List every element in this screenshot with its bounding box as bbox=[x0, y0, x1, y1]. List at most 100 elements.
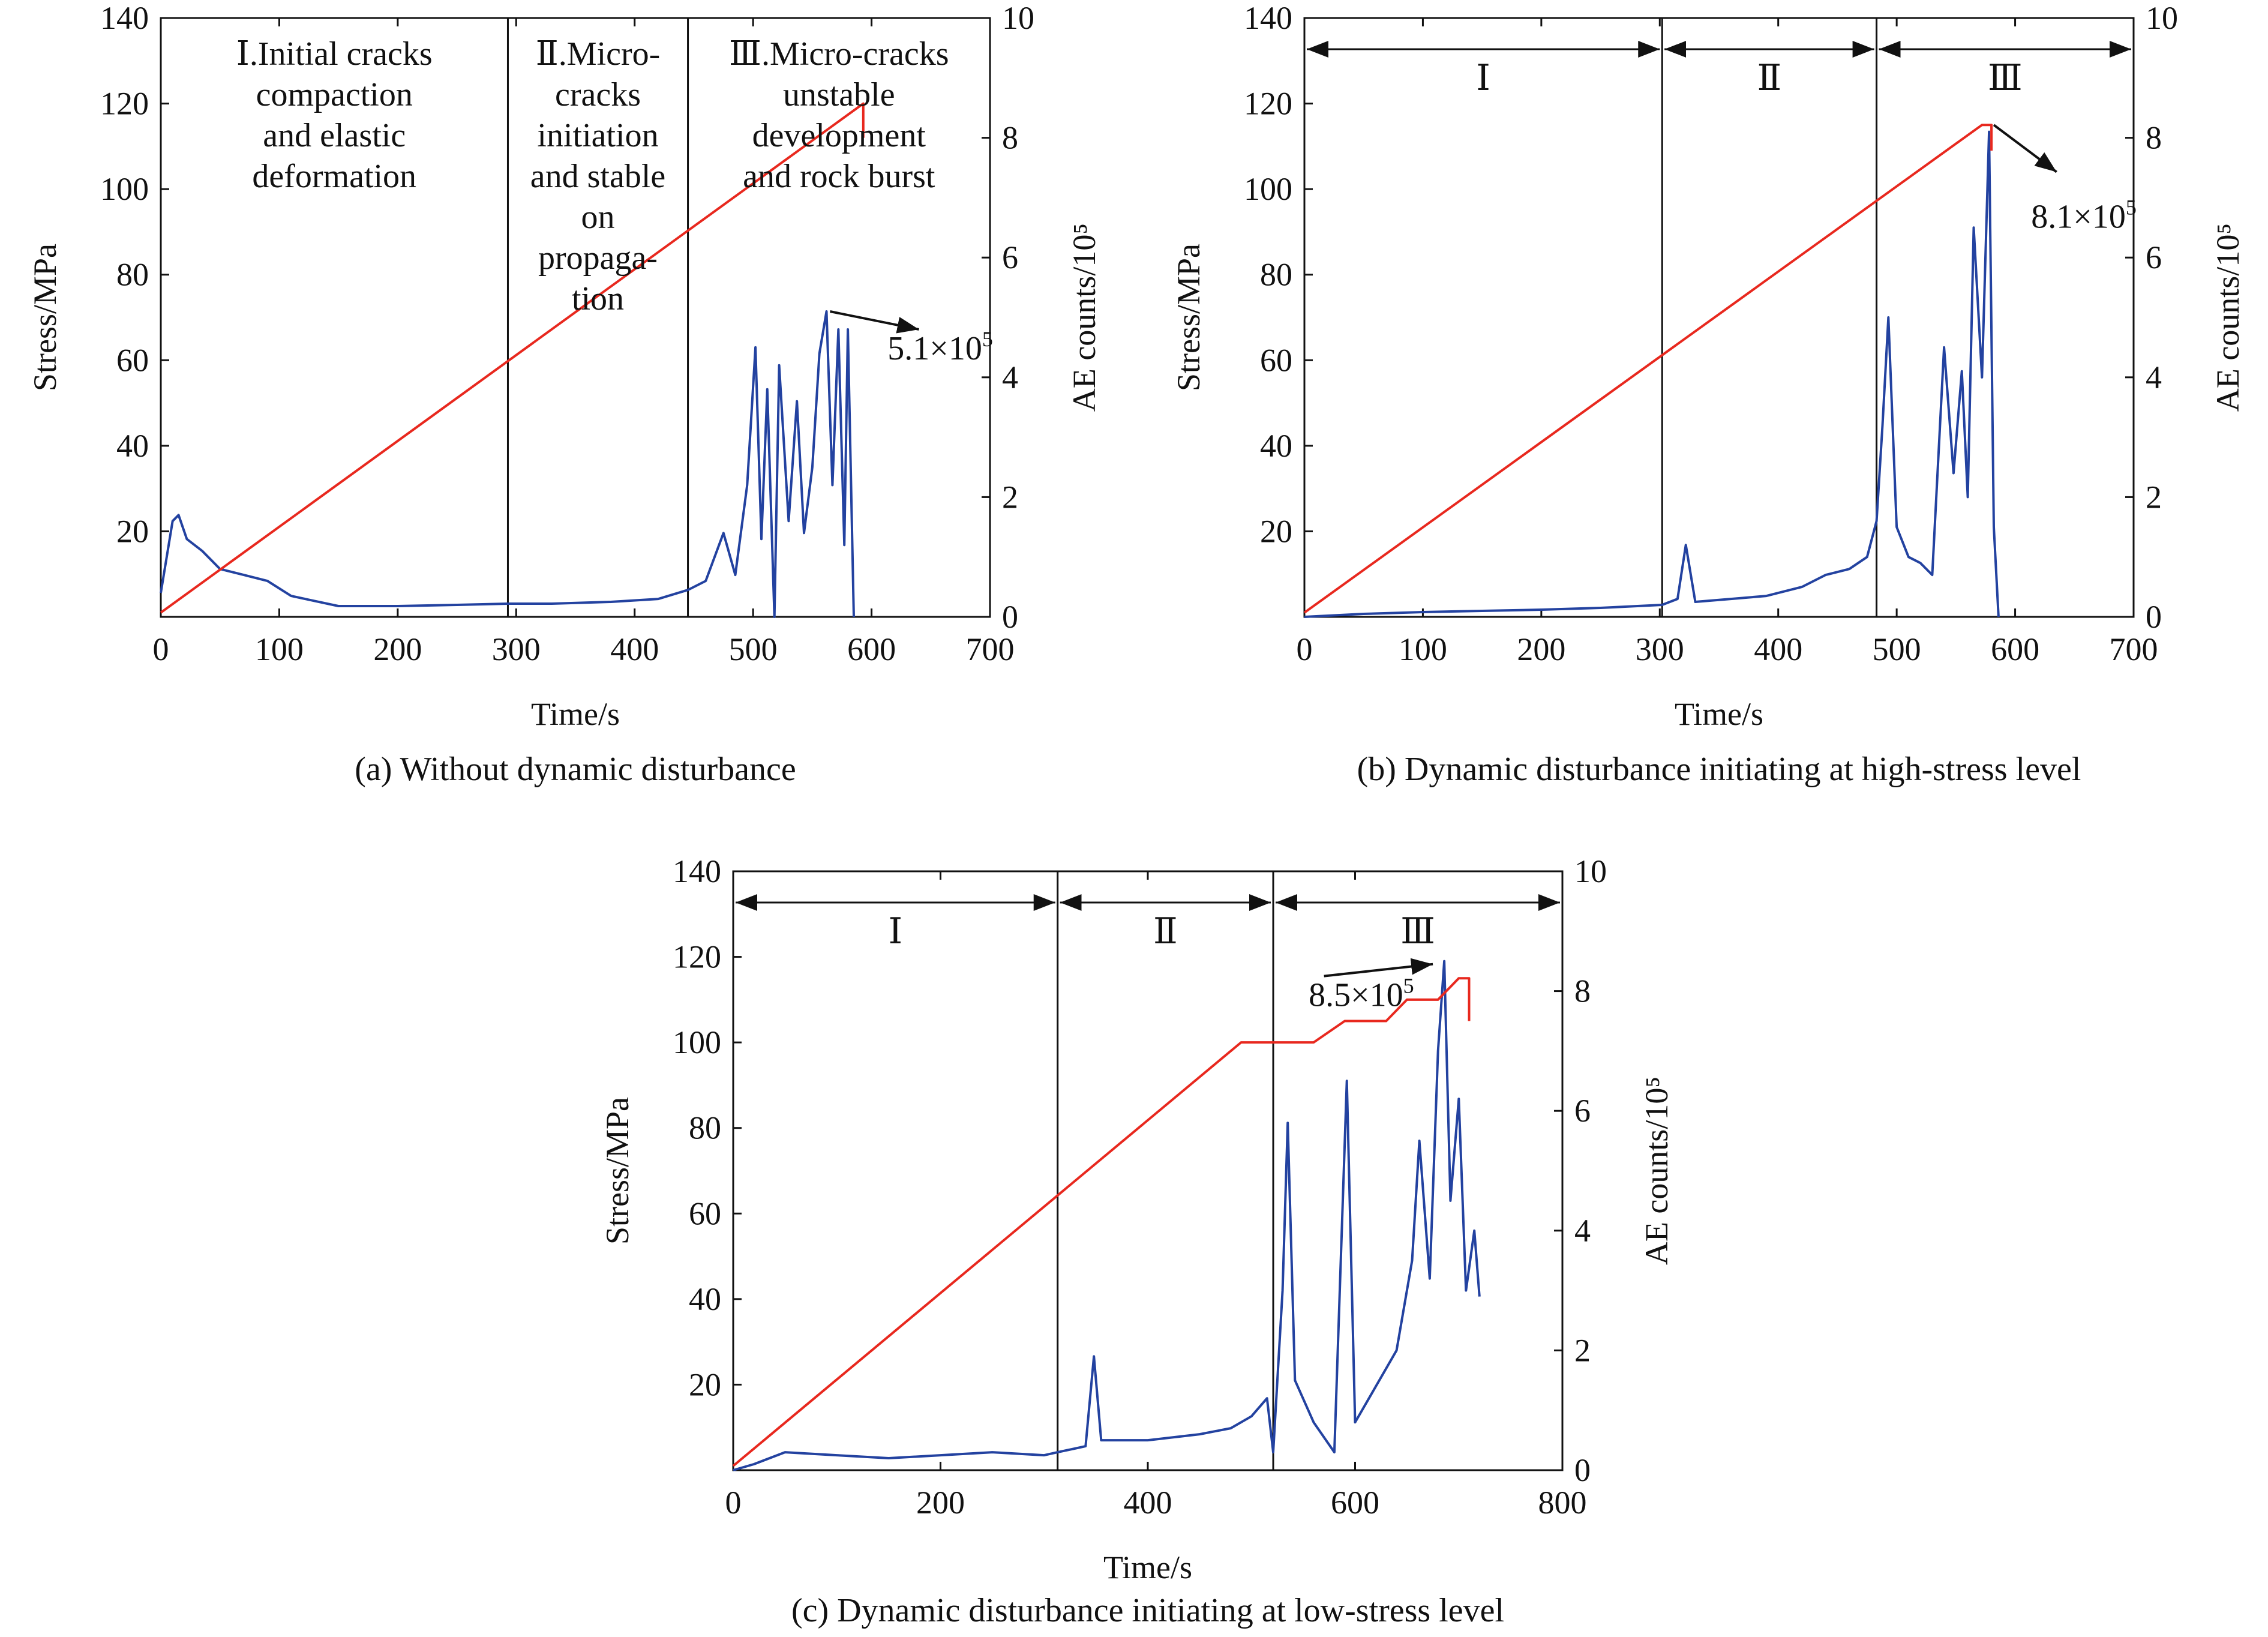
phase-label-line: Ⅱ.Micro- bbox=[536, 35, 661, 73]
phase-label-line: and elastic bbox=[263, 117, 406, 154]
y-tick-label: 60 bbox=[116, 342, 149, 378]
y2-tick-label: 2 bbox=[1002, 479, 1018, 515]
y2-tick-label: 8 bbox=[1002, 120, 1018, 156]
phase-roman-label: Ⅲ bbox=[1400, 912, 1435, 951]
phase-roman-label: Ⅲ bbox=[1988, 58, 2023, 98]
phase-roman-label: Ⅰ bbox=[1476, 58, 1490, 98]
x-axis-title: Time/s bbox=[1103, 1549, 1192, 1585]
phase-roman-label: Ⅱ bbox=[1153, 912, 1178, 951]
peak-label-exponent: 5 bbox=[2126, 195, 2137, 219]
phase-label-line: development bbox=[752, 117, 926, 154]
stress-line bbox=[160, 102, 865, 614]
y-tick-label: 80 bbox=[1260, 257, 1292, 293]
peak-label-base: 8.1×10 bbox=[2031, 198, 2126, 235]
x-tick-label: 600 bbox=[1331, 1485, 1379, 1521]
peak-label-base: 8.5×10 bbox=[1309, 977, 1403, 1014]
phase-label-line: unstable bbox=[783, 76, 895, 113]
stress-line bbox=[1303, 124, 1993, 614]
x-tick-label: 700 bbox=[966, 631, 1015, 667]
y2-tick-label: 0 bbox=[1002, 599, 1018, 635]
chart-b: 0 100 200 300 400 500 600 700 20 40 60 80 100 120 140 0… bbox=[1171, 0, 2246, 788]
x-tick-label: 800 bbox=[1538, 1485, 1587, 1521]
x-tick-label: 0 bbox=[1297, 631, 1313, 667]
x-tick-label: 400 bbox=[1124, 1485, 1172, 1521]
y-tick-label: 20 bbox=[1260, 513, 1292, 549]
y-tick-label: 60 bbox=[689, 1195, 721, 1231]
x-tick-label: 100 bbox=[255, 631, 304, 667]
y2-axis-title: AE counts/10⁵ bbox=[1639, 1077, 1675, 1265]
y-axis-title: Stress/MPa bbox=[27, 244, 63, 391]
x-tick-label: 300 bbox=[492, 631, 541, 667]
phase-label-line: deformation bbox=[252, 158, 416, 195]
y-tick-label: 80 bbox=[116, 257, 149, 293]
x-tick-label: 400 bbox=[610, 631, 659, 667]
y-tick-label: 140 bbox=[1244, 0, 1292, 36]
y2-tick-label: 8 bbox=[1574, 973, 1591, 1009]
phase-label-line: Ⅰ.Initial cracks bbox=[236, 35, 433, 73]
phase-label-line: and stable bbox=[530, 158, 665, 195]
y-axis-title: Stress/MPa bbox=[1171, 244, 1207, 391]
chart-c: 0 200 400 600 800 20 40 60 80 100 120 140 0 2 4 6 8 10 Tim… bbox=[599, 853, 1675, 1629]
chart-a: 0 100 200 300 400 500 600 700 20 40 60 80 100 120 140 0… bbox=[27, 0, 1102, 788]
phase-label-line: and rock burst bbox=[743, 158, 935, 195]
y2-tick-label: 6 bbox=[1002, 239, 1018, 275]
phase-label-line: initiation bbox=[537, 117, 658, 154]
x-tick-label: 0 bbox=[725, 1485, 742, 1521]
peak-label-exponent: 5 bbox=[1403, 974, 1414, 998]
y2-tick-label: 8 bbox=[2146, 120, 2162, 156]
y-tick-label: 20 bbox=[116, 513, 149, 549]
y2-tick-label: 10 bbox=[1574, 853, 1607, 889]
peak-label: 5.1×105 bbox=[887, 327, 993, 367]
y-tick-label: 120 bbox=[1244, 86, 1292, 122]
chart-caption: (a) Without dynamic disturbance bbox=[355, 751, 796, 788]
peak-arrow bbox=[1324, 958, 1433, 978]
y-tick-label: 40 bbox=[689, 1281, 721, 1317]
y-tick-label: 120 bbox=[100, 86, 149, 122]
peak-arrow bbox=[830, 310, 919, 334]
y2-tick-label: 4 bbox=[2146, 359, 2162, 395]
x-tick-label: 100 bbox=[1399, 631, 1447, 667]
phase-label-line: compaction bbox=[256, 76, 413, 113]
x-tick-label: 200 bbox=[916, 1485, 965, 1521]
plot-frame bbox=[1303, 17, 2135, 618]
x-axis-title: Time/s bbox=[1675, 696, 1763, 732]
y2-tick-label: 10 bbox=[1002, 0, 1034, 36]
y-tick-label: 100 bbox=[100, 171, 149, 207]
y-tick-label: 40 bbox=[116, 428, 149, 464]
y-tick-label: 120 bbox=[673, 939, 721, 975]
x-tick-label: 200 bbox=[1517, 631, 1565, 667]
phase-label-line: tion bbox=[572, 280, 624, 317]
y2-tick-label: 2 bbox=[1574, 1332, 1591, 1368]
plot-frame bbox=[160, 17, 991, 618]
phase-label-line: on bbox=[581, 199, 615, 236]
y2-tick-label: 0 bbox=[2146, 599, 2162, 635]
y-tick-label: 80 bbox=[689, 1110, 721, 1146]
phase-label-line: cracks bbox=[555, 76, 641, 113]
y-tick-label: 40 bbox=[1260, 428, 1292, 464]
y-tick-label: 100 bbox=[1244, 171, 1292, 207]
chart-caption: (c) Dynamic disturbance initiating at lo… bbox=[791, 1592, 1504, 1629]
y-tick-label: 100 bbox=[673, 1024, 721, 1060]
peak-label-exponent: 5 bbox=[982, 327, 993, 351]
stress-line bbox=[732, 977, 1471, 1467]
y-tick-label: 140 bbox=[673, 853, 721, 889]
peak-label: 8.1×105 bbox=[2031, 195, 2137, 235]
phase-label-line: propaga- bbox=[538, 239, 658, 277]
x-tick-label: 400 bbox=[1754, 631, 1802, 667]
x-tick-label: 300 bbox=[1636, 631, 1684, 667]
x-tick-label: 500 bbox=[729, 631, 778, 667]
ae-counts-line bbox=[733, 960, 1481, 1471]
y2-tick-label: 4 bbox=[1574, 1213, 1591, 1249]
y-tick-label: 140 bbox=[100, 0, 149, 36]
phase-roman-label: Ⅱ bbox=[1757, 58, 1782, 98]
y2-tick-label: 6 bbox=[2146, 239, 2162, 275]
chart-caption: (b) Dynamic disturbance initiating at hi… bbox=[1357, 751, 2081, 788]
x-tick-label: 600 bbox=[847, 631, 896, 667]
peak-label-base: 5.1×10 bbox=[887, 330, 982, 367]
peak-label: 8.5×105 bbox=[1309, 974, 1414, 1014]
ae-counts-line bbox=[1304, 130, 2000, 618]
x-tick-label: 700 bbox=[2110, 631, 2158, 667]
y2-tick-label: 6 bbox=[1574, 1093, 1591, 1129]
peak-arrow bbox=[1993, 124, 2057, 173]
